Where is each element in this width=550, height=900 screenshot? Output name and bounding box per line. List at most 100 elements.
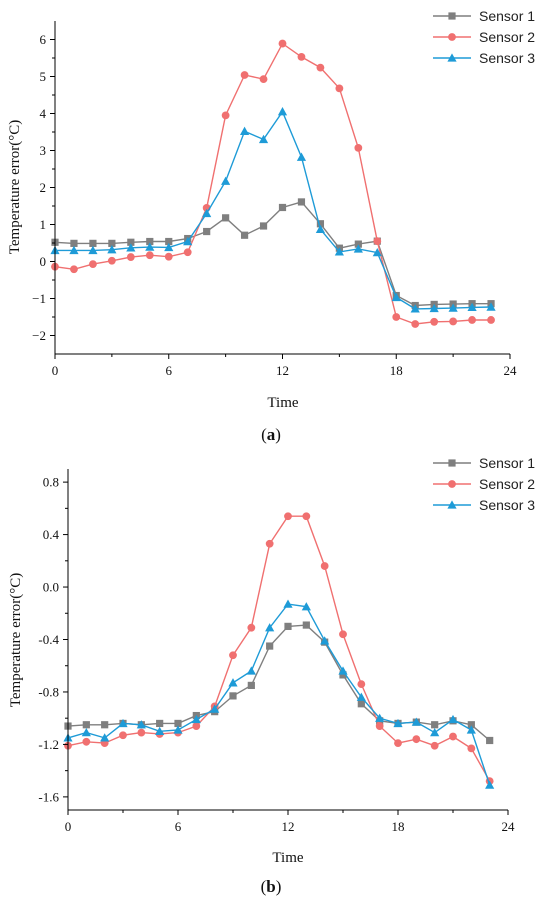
chart-b-legend-sensor-1-marker xyxy=(448,459,456,467)
chart-b-sensor-3-point xyxy=(356,692,366,701)
chart-a-y-tick-label: 5 xyxy=(40,69,47,84)
chart-a-sensor-2-point xyxy=(316,63,325,72)
chart-a-y-label: Temperature error(°C) xyxy=(7,120,23,254)
chart-b-sensor-2-point xyxy=(247,623,256,632)
chart-b-sensor-3-point xyxy=(81,728,91,737)
chart-a-plot-area xyxy=(50,39,496,328)
chart-b-y-tick-label: -0.4 xyxy=(38,632,59,647)
chart-a-sensor-1-point xyxy=(316,220,325,228)
chart-a-sensor-1-point xyxy=(297,198,306,206)
chart-a-legend-sensor-3-marker xyxy=(447,53,457,62)
chart-a-sensor-1-point xyxy=(89,239,97,247)
chart-a-sensor-1-point xyxy=(108,239,116,247)
chart-b-sensor-1-point xyxy=(357,700,365,708)
chart-a-sensor-3-point xyxy=(69,245,79,255)
chart-b-sensor-1-point xyxy=(174,719,182,728)
chart-a-sensor-3-point xyxy=(126,243,136,252)
chart-a-sensor-3-point xyxy=(107,245,117,254)
chart-a-sensor-1-point xyxy=(259,222,268,230)
chart-a-sensor-3-line xyxy=(55,110,492,310)
chart-b-sensor-2-point xyxy=(119,731,127,740)
chart-a-y-tick-label: −2 xyxy=(32,328,46,343)
chart-b-sensor-3-point xyxy=(393,718,403,728)
chart-a-sensor-3-point xyxy=(315,224,326,233)
chart-b-sensor-3-line xyxy=(67,603,491,786)
chart-b-sensor-3-point xyxy=(320,636,330,645)
chart-a-sensor-3-point xyxy=(410,304,420,313)
chart-b-sensor-1-point xyxy=(82,721,90,729)
chart-b-sensor-3-point xyxy=(246,666,256,675)
chart-b-sensor-1-point xyxy=(431,721,439,729)
chart-b-x-tick-label: 0 xyxy=(65,819,72,834)
chart-b-legend-sensor-3-marker xyxy=(447,500,457,509)
chart-b-sensor-2-point xyxy=(430,741,439,750)
chart-a-sensor-1-point xyxy=(127,238,135,246)
chart-a-sensor-1-point xyxy=(165,237,173,246)
chart-a-sensor-3-point xyxy=(88,245,98,255)
chart-b-x-tick-label: 12 xyxy=(282,819,295,834)
chart-a-sensor-3-point xyxy=(239,126,250,135)
chart-a-legend-sensor-2-label: Sensor 2 xyxy=(479,29,535,45)
chart-b-sensor-3-point xyxy=(375,713,385,722)
chart-b-sensor-1-point xyxy=(467,721,475,729)
chart-b-sensor-1-point xyxy=(266,642,274,650)
chart-b-x-tick-label: 24 xyxy=(502,819,516,834)
chart-a-legend-sensor-3-label: Sensor 3 xyxy=(479,50,535,66)
chart-b-sensor-1-point xyxy=(284,622,292,630)
chart-b-sensor-1-point xyxy=(101,721,109,729)
chart-b-caption: (b) xyxy=(261,877,282,896)
chart-b-y-tick-label: -1.2 xyxy=(38,737,59,752)
chart-b-sensor-2-point xyxy=(137,728,146,737)
chart-a-sensor-3-point xyxy=(145,242,155,251)
chart-a-x-tick-label: 12 xyxy=(276,363,289,378)
chart-b-sensor-3-point xyxy=(191,714,201,724)
chart-a-sensor-2-point xyxy=(335,84,344,93)
chart-a-sensor-3-point xyxy=(221,176,231,185)
chart-a-sensor-2-point xyxy=(145,251,154,260)
chart-a-sensor-2-point xyxy=(107,256,116,265)
chart-a-x-tick-label: 18 xyxy=(390,363,403,378)
chart-b-sensor-2-point xyxy=(467,744,476,753)
chart-a-legend-sensor-1-label: Sensor 1 xyxy=(479,8,535,24)
chart-b-sensor-3-point xyxy=(485,780,495,789)
chart-b-sensor-1-point xyxy=(247,681,255,690)
chart-a-sensor-1-point xyxy=(278,203,287,212)
chart-a-sensor-1-point xyxy=(146,237,154,246)
chart-a-y-tick-label: 6 xyxy=(40,32,47,47)
chart-a-legend-sensor-1-marker xyxy=(448,12,456,20)
chart-a-sensor-2-point xyxy=(240,71,249,79)
chart-b-sensor-1-point xyxy=(486,736,494,745)
chart-b-sensor-2-point xyxy=(302,512,311,521)
chart-b-sensor-2-point xyxy=(412,735,421,744)
chart-a-sensor-2-point xyxy=(487,316,495,324)
chart-a-sensor-3-point xyxy=(467,302,477,312)
chart-b-sensor-2-point xyxy=(320,562,329,570)
chart-a-sensor-1-point xyxy=(354,240,362,248)
chart-a-sensor-2-point xyxy=(221,111,230,120)
chart-a-sensor-2-line xyxy=(54,42,491,325)
chart-a-sensor-2-point xyxy=(297,52,306,61)
chart-a-sensor-2-point xyxy=(259,75,268,83)
chart-b-sensor-3-point xyxy=(411,717,421,726)
chart-a-sensor-3-point xyxy=(486,302,496,311)
chart-a-y-tick-label: 1 xyxy=(40,217,47,232)
chart-a-legend-sensor-2-marker xyxy=(448,33,456,41)
chart-b-sensor-3-point xyxy=(100,733,110,742)
chart-b-sensor-1-point xyxy=(339,671,347,679)
chart-a-sensor-3-point xyxy=(334,247,344,256)
chart-b-sensor-2-point xyxy=(284,512,292,521)
chart-a-y-tick-label: 4 xyxy=(40,106,47,121)
chart-a-y-tick-label: 0 xyxy=(40,254,47,269)
chart-b-sensor-2-point xyxy=(449,732,457,741)
chart-b-y-tick-label: 0.0 xyxy=(43,580,59,595)
chart-b-legend-sensor-1-label: Sensor 1 xyxy=(479,455,535,471)
chart-b: 0 6 12 18 24 -1.6 -1.2 -0.8 -0.4 0.0 0.4 0.8 Time T… xyxy=(8,455,535,896)
chart-b-sensor-3-point xyxy=(155,726,165,735)
chart-a-sensor-3-point xyxy=(164,242,174,252)
chart-b-sensor-1-line xyxy=(67,624,491,742)
chart-a-sensor-3-point xyxy=(353,244,363,253)
chart-b-x-label: Time xyxy=(272,850,303,866)
chart-a-sensor-2-point xyxy=(468,316,476,324)
chart-b-sensor-2-point xyxy=(339,630,347,639)
